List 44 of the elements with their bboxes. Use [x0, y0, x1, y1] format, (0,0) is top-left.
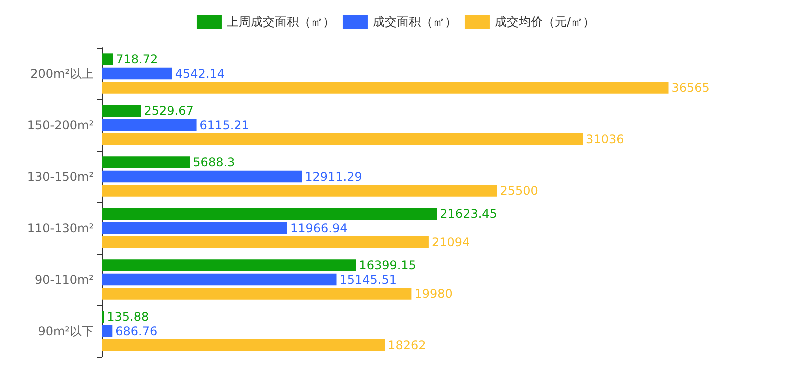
bar — [102, 236, 429, 248]
legend-label: 成交均价（元/㎡） — [494, 15, 596, 29]
data-label: 4542.14 — [175, 66, 226, 81]
data-label: 2529.67 — [144, 104, 194, 118]
bar — [102, 68, 172, 80]
legend-label: 上周成交面积（㎡） — [226, 15, 335, 29]
data-label: 718.72 — [116, 52, 158, 67]
y-tick-label: 90m²以下 — [38, 324, 94, 338]
data-label: 16399.15 — [359, 258, 416, 273]
y-tick-label: 150-200m² — [27, 118, 94, 132]
data-label: 686.76 — [116, 324, 158, 338]
data-label: 135.88 — [107, 310, 150, 324]
y-tick-label: 200m²以上 — [30, 66, 94, 81]
bar — [102, 119, 197, 132]
bar — [102, 222, 288, 234]
data-label: 31036 — [586, 132, 624, 146]
data-label: 15145.51 — [340, 272, 398, 287]
bar — [102, 340, 386, 352]
bar — [102, 134, 584, 146]
bar — [102, 82, 669, 94]
bar — [102, 54, 114, 66]
bar — [102, 170, 302, 183]
bar — [102, 208, 438, 220]
bar — [102, 156, 190, 168]
data-label: 18262 — [388, 338, 426, 352]
bar — [102, 260, 356, 272]
y-tick-label: 110-130m² — [27, 221, 94, 236]
data-label: 12911.29 — [305, 170, 362, 184]
data-label: 5688.3 — [193, 156, 236, 170]
bar — [102, 288, 412, 300]
y-tick-label: 90-110m² — [34, 272, 94, 287]
data-label: 19980 — [414, 286, 453, 301]
data-label: 11966.94 — [290, 221, 348, 236]
legend-label: 成交面积（㎡） — [372, 15, 457, 29]
data-label: 6115.21 — [200, 118, 250, 132]
data-label: 21623.45 — [440, 207, 498, 222]
data-label: 21094 — [432, 235, 470, 250]
bar — [102, 105, 142, 117]
data-label: 25500 — [500, 184, 538, 198]
bar — [102, 274, 337, 286]
y-tick-label: 130-150m² — [27, 170, 94, 184]
bar — [102, 325, 113, 338]
bar — [102, 185, 498, 197]
data-label: 36565 — [672, 80, 710, 95]
